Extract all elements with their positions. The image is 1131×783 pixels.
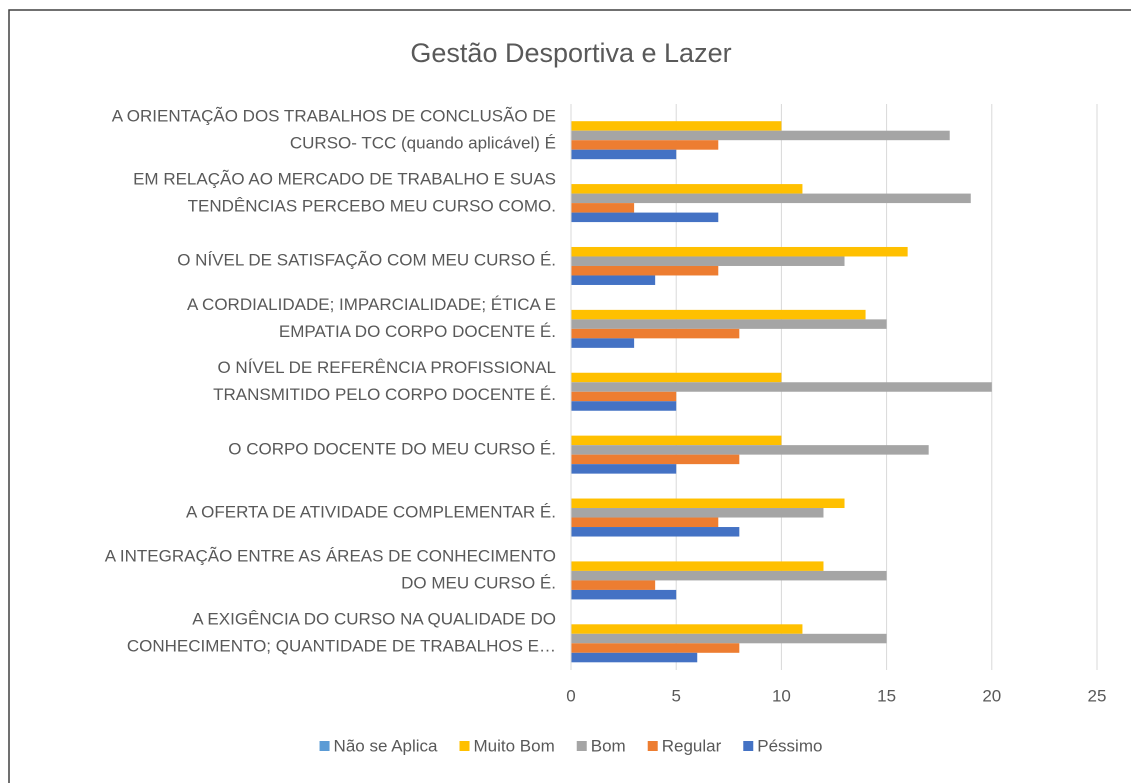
bar <box>571 309 866 320</box>
legend-label: Muito Bom <box>474 736 555 755</box>
bar <box>571 265 719 276</box>
x-tick-label: 15 <box>877 686 896 705</box>
bar <box>571 643 740 653</box>
bar <box>571 382 992 392</box>
y-tick-label: EM RELAÇÃO AO MERCADO DE TRABALHO E SUAS <box>133 169 556 188</box>
legend-swatch <box>743 741 754 751</box>
chart-frame <box>8 9 1131 783</box>
legend-swatch <box>459 741 470 751</box>
legend-swatch <box>576 741 587 751</box>
y-tick-label: A EXIGÊNCIA DO CURSO NA QUALIDADE DO <box>192 610 556 629</box>
bar <box>571 319 887 329</box>
legend-swatch <box>647 741 658 751</box>
y-tick-label: DO MEU CURSO É. <box>401 574 556 593</box>
bar <box>571 517 719 528</box>
bar <box>571 508 824 518</box>
legend-swatch <box>319 741 330 751</box>
legend-label: Péssimo <box>757 736 822 755</box>
bar <box>571 435 782 446</box>
bar <box>571 184 803 194</box>
bar <box>571 203 635 213</box>
bar <box>571 464 677 474</box>
y-tick-label: O NÍVEL DE SATISFAÇÃO COM MEU CURSO É. <box>177 251 556 270</box>
bar <box>571 149 677 160</box>
bar <box>571 527 740 537</box>
bar <box>571 580 656 590</box>
bar <box>571 328 740 339</box>
bar <box>571 498 845 509</box>
bar <box>571 589 677 600</box>
bar <box>571 121 782 131</box>
bar <box>571 338 635 348</box>
y-tick-label: CURSO- TCC (quando aplicável) É <box>290 133 556 152</box>
bar <box>571 561 824 571</box>
legend-label: Não se Aplica <box>334 736 438 755</box>
bar <box>571 140 719 150</box>
bar <box>571 193 971 204</box>
bar <box>571 372 782 383</box>
x-tick-label: 25 <box>1088 686 1107 705</box>
y-tick-label: TENDÊNCIAS PERCEBO MEU CURSO COMO. <box>188 196 556 215</box>
x-tick-label: 0 <box>566 686 575 705</box>
y-tick-label: O CORPO DOCENTE DO MEU CURSO É. <box>228 439 556 458</box>
bar <box>571 633 887 644</box>
x-tick-label: 10 <box>772 686 791 705</box>
x-tick-label: 20 <box>982 686 1001 705</box>
y-tick-label: EMPATIA DO CORPO DOCENTE É. <box>279 322 556 341</box>
y-tick-label: CONHECIMENTO; QUANTIDADE DE TRABALHOS E… <box>127 637 556 656</box>
bar <box>571 130 950 141</box>
y-tick-label: A OFERTA DE ATIVIDADE COMPLEMENTAR É. <box>186 502 556 521</box>
legend-label: Bom <box>591 736 626 755</box>
bar <box>571 256 845 266</box>
y-tick-label: A ORIENTAÇÃO DOS TRABALHOS DE CONCLUSÃO … <box>112 106 556 125</box>
bar <box>571 401 677 411</box>
bar <box>571 212 719 223</box>
bar <box>571 652 698 663</box>
y-tick-label: A INTEGRAÇÃO ENTRE AS ÁREAS DE CONHECIME… <box>105 547 556 566</box>
bar <box>571 246 908 257</box>
bar <box>571 445 929 455</box>
bar <box>571 454 740 465</box>
y-tick-label: O NÍVEL DE REFERÊNCIA PROFISSIONAL <box>217 358 556 377</box>
legend-label: Regular <box>662 736 722 755</box>
bar <box>571 275 656 285</box>
chart-title: Gestão Desportiva e Lazer <box>410 38 731 68</box>
bar <box>571 391 677 402</box>
x-tick-label: 5 <box>671 686 680 705</box>
y-tick-label: A CORDIALIDADE; IMPARCIALIDADE; ÉTICA E <box>187 295 556 314</box>
y-tick-label: TRANSMITIDO PELO CORPO DOCENTE É. <box>213 385 556 404</box>
bar <box>571 624 803 634</box>
bar <box>571 570 887 581</box>
